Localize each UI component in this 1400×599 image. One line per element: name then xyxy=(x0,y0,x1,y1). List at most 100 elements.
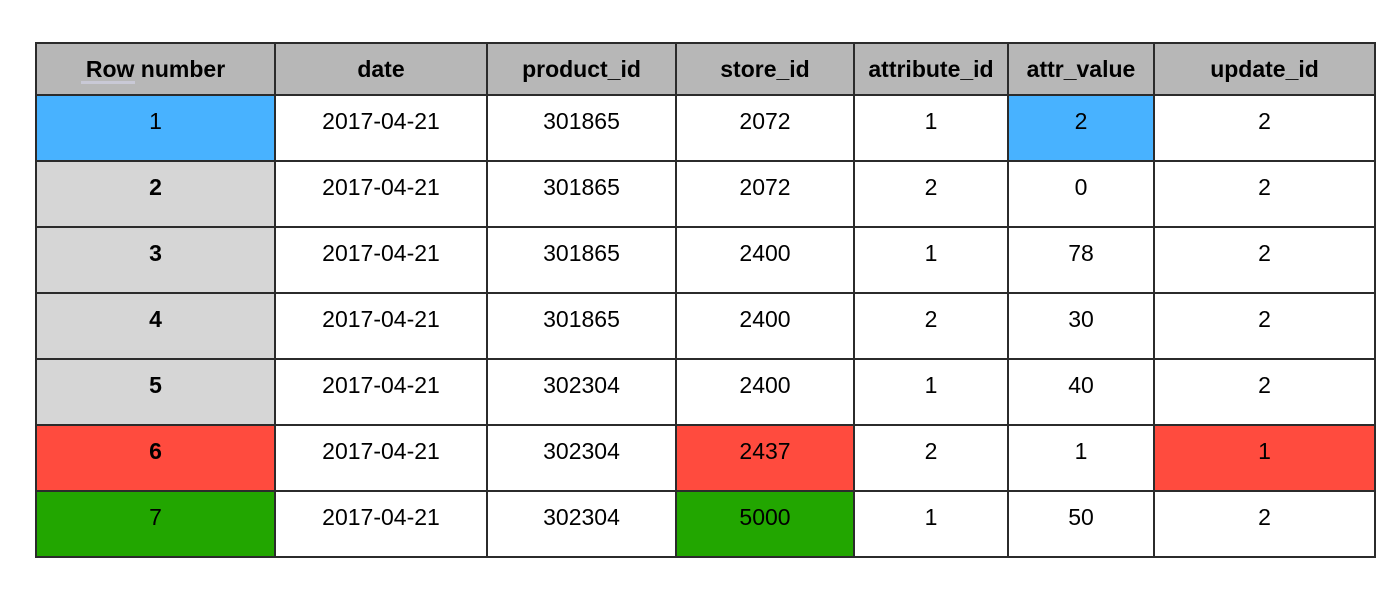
cell-text: 78 xyxy=(1068,240,1094,266)
table-cell: 40 xyxy=(1007,358,1155,426)
table-row: 6 2017-04-21 302304 2437 2 1 1 xyxy=(35,424,1376,492)
cell-text: 2017-04-21 xyxy=(322,306,440,332)
cell-text: 2072 xyxy=(739,174,791,200)
table-cell: 2017-04-21 xyxy=(274,292,488,360)
cell-text: attr_value xyxy=(1026,55,1136,82)
table-row: 3 2017-04-21 301865 2400 1 78 2 xyxy=(35,226,1376,294)
table-cell: 1 xyxy=(853,94,1009,162)
cell-text: 2017-04-21 xyxy=(322,438,440,464)
cell-text: product_id xyxy=(522,55,641,82)
cell-text: 1 xyxy=(924,504,938,530)
cell-text: 2400 xyxy=(739,372,791,398)
header-row: Row number date product_id store_id attribut… xyxy=(35,42,1376,96)
table-cell: 2 xyxy=(1153,226,1376,294)
table-cell: 301865 xyxy=(486,226,677,294)
table-cell: 78 xyxy=(1007,226,1155,294)
cell-text: 2 xyxy=(924,174,938,200)
table-cell: 6 xyxy=(35,424,276,492)
table-cell: 2 xyxy=(1153,490,1376,558)
table-cell: 1 xyxy=(853,358,1009,426)
table-cell: 1 xyxy=(35,94,276,162)
cell-text: 2400 xyxy=(739,306,791,332)
table-cell: 30 xyxy=(1007,292,1155,360)
table-cell: 2017-04-21 xyxy=(274,424,488,492)
table-cell: 2 xyxy=(1153,358,1376,426)
table-cell: 2 xyxy=(35,160,276,228)
table-row: 5 2017-04-21 302304 2400 1 40 2 xyxy=(35,358,1376,426)
table-cell: 50 xyxy=(1007,490,1155,558)
cell-text: 40 xyxy=(1068,372,1094,398)
table-cell: 2400 xyxy=(675,226,855,294)
cell-text: 2 xyxy=(1258,240,1271,266)
cell-text: 302304 xyxy=(543,504,620,530)
table-cell: 2 xyxy=(1153,94,1376,162)
cell-text: update_id xyxy=(1210,55,1319,82)
cell-text: 2 xyxy=(1258,504,1271,530)
cell-text: 2 xyxy=(1258,174,1271,200)
cell-text: 301865 xyxy=(543,306,620,332)
table-cell: 2017-04-21 xyxy=(274,358,488,426)
table-cell: 2 xyxy=(853,160,1009,228)
cell-text: 2 xyxy=(1258,306,1271,332)
header-cell: attribute_id xyxy=(853,42,1009,96)
table-cell: 2400 xyxy=(675,292,855,360)
cell-text: 2017-04-21 xyxy=(322,372,440,398)
table-cell: 4 xyxy=(35,292,276,360)
data-table: Row number date product_id store_id attribut… xyxy=(35,42,1376,558)
table-cell: 302304 xyxy=(486,490,677,558)
cell-text: 301865 xyxy=(543,240,620,266)
cell-text: 0 xyxy=(1074,174,1088,200)
cell-text: 6 xyxy=(149,438,162,464)
header-cell: product_id xyxy=(486,42,677,96)
table-cell: 2 xyxy=(853,424,1009,492)
table-cell: 2 xyxy=(1153,292,1376,360)
cell-text: 1 xyxy=(924,372,938,398)
cell-text: 2017-04-21 xyxy=(322,174,440,200)
cell-text: 1 xyxy=(1074,438,1088,464)
cell-text: 302304 xyxy=(543,438,620,464)
cell-text: Row number xyxy=(85,55,226,82)
table-cell: 302304 xyxy=(486,424,677,492)
cell-text: 2017-04-21 xyxy=(322,108,440,134)
cell-text: 1 xyxy=(149,108,162,134)
table-row: 7 2017-04-21 302304 5000 1 50 2 xyxy=(35,490,1376,558)
header-cell: store_id xyxy=(675,42,855,96)
table-cell: 301865 xyxy=(486,292,677,360)
cell-text: 301865 xyxy=(543,108,620,134)
cell-text: 50 xyxy=(1068,504,1094,530)
cell-text: 1 xyxy=(924,108,938,134)
table-cell: 2017-04-21 xyxy=(274,160,488,228)
cell-text: 2 xyxy=(149,174,162,200)
table-cell: 5 xyxy=(35,358,276,426)
cell-text: 7 xyxy=(149,504,162,530)
cell-text: 4 xyxy=(149,306,162,332)
cell-text: attribute_id xyxy=(868,55,994,82)
cell-text: 2072 xyxy=(739,108,791,134)
header-cell: Row number xyxy=(35,42,276,96)
table-cell: 301865 xyxy=(486,94,677,162)
cell-text: 1 xyxy=(1258,438,1271,464)
cell-text: 30 xyxy=(1068,306,1094,332)
table-cell: 2072 xyxy=(675,160,855,228)
cell-text: 2 xyxy=(1258,108,1271,134)
table-cell: 7 xyxy=(35,490,276,558)
table-cell: 2437 xyxy=(675,424,855,492)
table-cell: 3 xyxy=(35,226,276,294)
cell-text: 5000 xyxy=(739,504,791,530)
cell-text: 302304 xyxy=(543,372,620,398)
cell-text: 2017-04-21 xyxy=(322,240,440,266)
cell-text: 2 xyxy=(924,438,938,464)
cell-text: 2017-04-21 xyxy=(322,504,440,530)
cell-text: 301865 xyxy=(543,174,620,200)
table-cell: 2400 xyxy=(675,358,855,426)
table-cell: 1 xyxy=(853,226,1009,294)
header-cell: attr_value xyxy=(1007,42,1155,96)
table-cell: 1 xyxy=(1007,424,1155,492)
cell-text: 2 xyxy=(924,306,938,332)
table-row: 2 2017-04-21 301865 2072 2 0 2 xyxy=(35,160,1376,228)
spellcheck-underline xyxy=(81,81,135,84)
cell-text: 2437 xyxy=(739,438,791,464)
table-cell: 1 xyxy=(853,490,1009,558)
table-cell: 0 xyxy=(1007,160,1155,228)
